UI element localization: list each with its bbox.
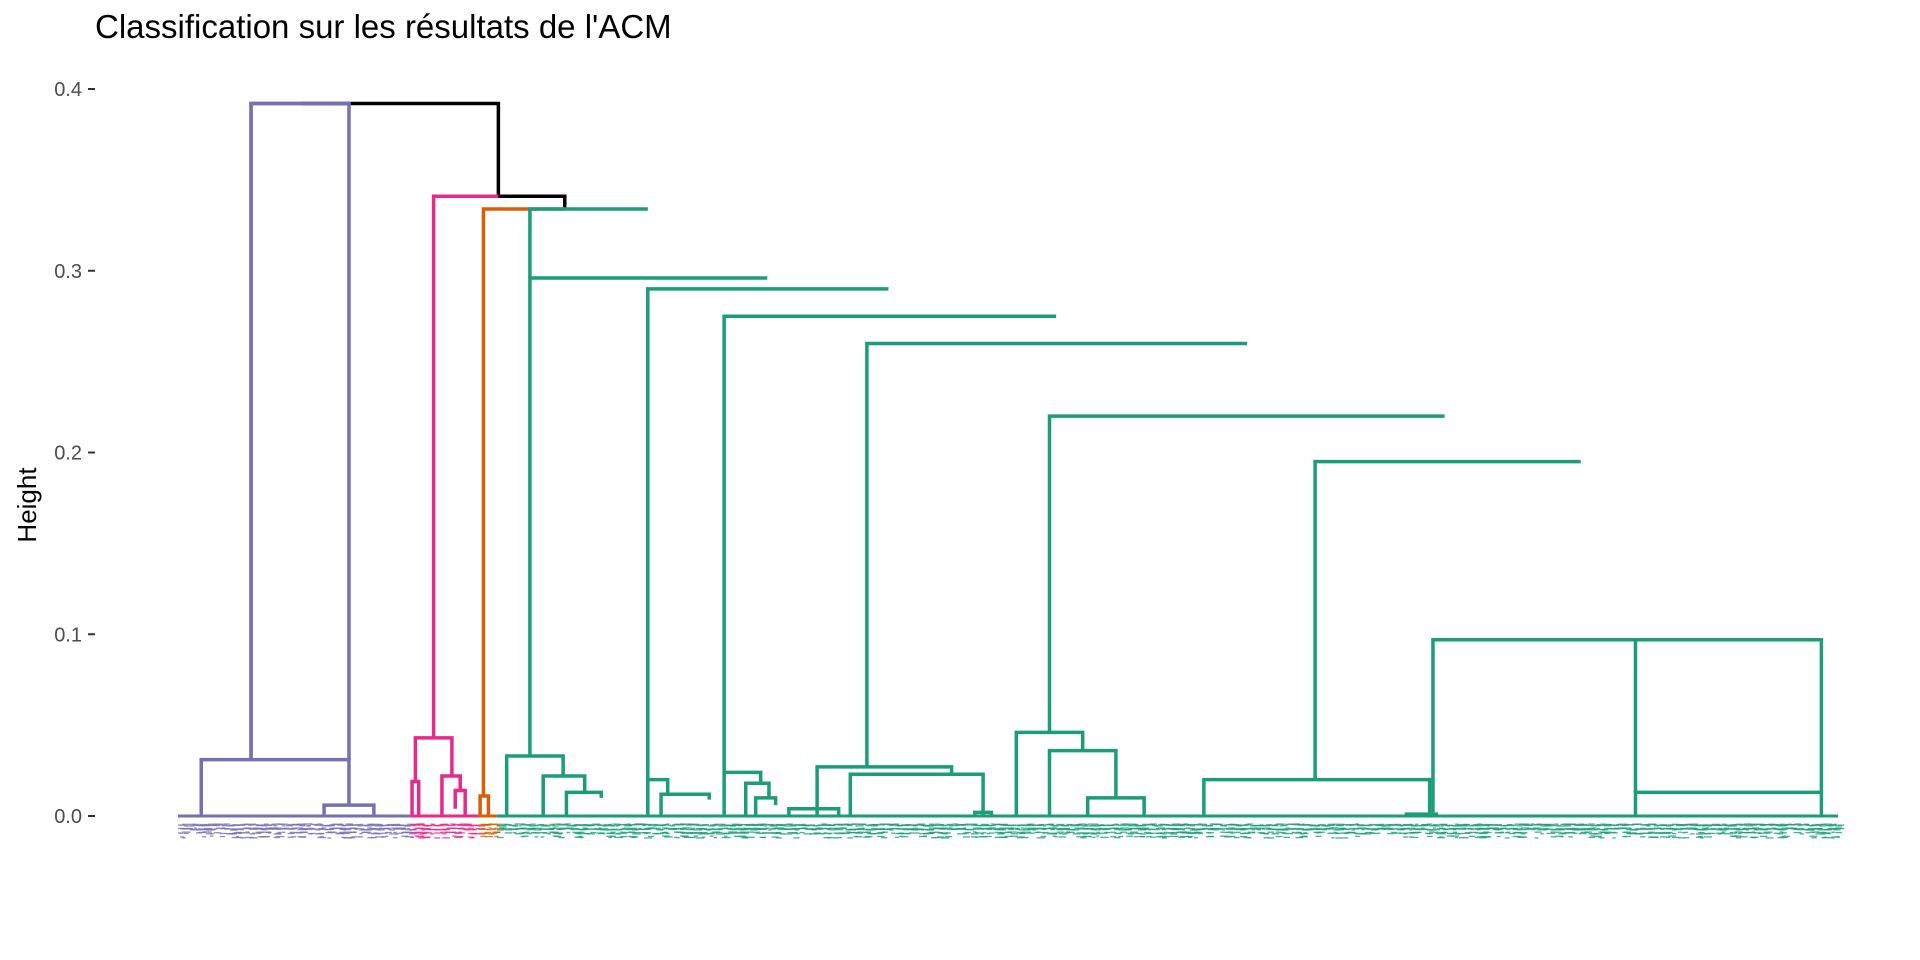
dendrogram-link — [249, 101, 349, 760]
dendrogram-link — [815, 765, 954, 816]
dendrogram-link — [722, 770, 763, 816]
dendrogram-link — [973, 810, 994, 816]
dendrogram-link — [431, 194, 499, 738]
y-tick-label: 0.3 — [54, 261, 82, 283]
y-tick-label: 0.4 — [54, 79, 82, 101]
y-tick-label: 0.0 — [54, 806, 82, 828]
dendrogram-link — [646, 777, 670, 816]
dendrogram-link — [743, 781, 771, 816]
dendrogram-link — [199, 757, 351, 816]
dendrogram-link — [1085, 796, 1146, 816]
dendrogram-link — [1633, 790, 1824, 816]
dendrogram-link — [433, 194, 567, 209]
dendrogram-link — [564, 790, 604, 816]
dendrogram-links — [199, 101, 1824, 816]
dendrogram-link — [753, 796, 778, 816]
dendrogram-link — [722, 314, 1057, 773]
dendrogram-link — [410, 779, 421, 816]
dendrogram-link — [300, 101, 501, 197]
dendrogram-link — [440, 774, 462, 816]
dendrogram-link — [1313, 459, 1581, 780]
dendrogram-link — [478, 794, 491, 816]
y-tick-label: 0.1 — [54, 624, 82, 646]
dendrogram-link — [1431, 637, 1729, 813]
dendrogram-link — [453, 788, 467, 816]
leaf-labels — [178, 814, 1845, 839]
dendrogram-link — [659, 792, 711, 816]
dendrogram-link — [481, 207, 565, 797]
dendrogram-link — [1047, 748, 1118, 816]
y-axis: 0.0 0.1 0.2 0.3 0.4 — [54, 79, 95, 828]
dendrogram-link — [504, 754, 565, 816]
dendrogram-link — [1633, 637, 1824, 793]
dendrogram-link — [865, 341, 1248, 767]
dendrogram-link — [646, 287, 889, 780]
chart-title: Classification sur les résultats de l'AC… — [95, 8, 672, 45]
dendrogram-link — [528, 207, 648, 279]
y-axis-label: Height — [12, 467, 42, 543]
dendrogram-link — [528, 276, 768, 757]
dendrogram-link — [848, 772, 985, 816]
dendrogram-link — [1202, 777, 1432, 816]
y-tick-label: 0.2 — [54, 443, 82, 465]
dendrogram-link — [1047, 414, 1445, 733]
dendrogram-link — [322, 803, 376, 816]
dendrogram-link — [541, 774, 587, 816]
dendrogram-link — [249, 101, 351, 760]
dendrogram-link — [413, 736, 454, 782]
dendrogram-link — [787, 806, 841, 816]
dendrogram-link — [1014, 730, 1085, 816]
